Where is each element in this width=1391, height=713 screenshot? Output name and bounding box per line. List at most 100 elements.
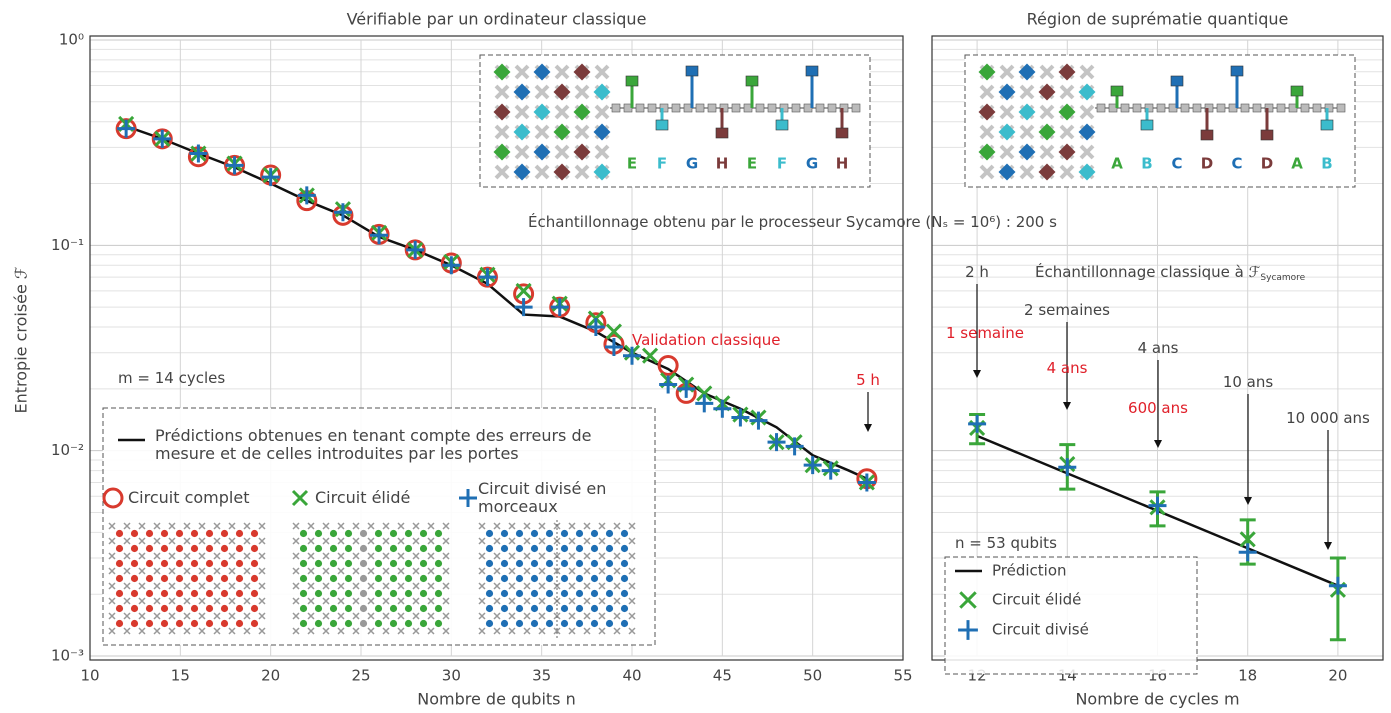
lattice-coupler <box>138 537 146 545</box>
chain-qubit <box>839 103 849 113</box>
arrow-head <box>1063 402 1071 410</box>
lattice-qubit <box>344 544 353 553</box>
marker <box>370 226 389 245</box>
lattice-coupler <box>427 522 435 530</box>
lattice-qubit <box>220 544 229 553</box>
lattice-qubit <box>515 544 524 553</box>
qubit-coupler <box>999 104 1015 120</box>
lattice-coupler <box>153 582 161 590</box>
lattice-coupler <box>352 537 360 545</box>
qubit-coupler <box>1059 84 1075 100</box>
lattice-qubit <box>130 589 139 598</box>
qubit <box>553 163 571 181</box>
lattice-qubit <box>545 574 554 583</box>
qubit <box>513 83 531 101</box>
inset-label: B <box>1321 155 1332 173</box>
chain-qubit <box>707 103 717 113</box>
lattice-coupler <box>478 552 486 560</box>
lattice-qubit <box>115 574 124 583</box>
qubit-coupler <box>574 164 590 180</box>
gate <box>1140 119 1154 131</box>
marker <box>767 433 786 452</box>
lattice-coupler <box>322 522 330 530</box>
lattice-qubit <box>515 574 524 583</box>
lattice-coupler <box>508 552 516 560</box>
lattice-coupler <box>168 537 176 545</box>
lattice-coupler <box>258 612 266 620</box>
lattice-qubit <box>235 604 244 613</box>
inset-label: G <box>686 155 698 173</box>
lattice-coupler <box>292 552 300 560</box>
lattice-qubit <box>344 559 353 568</box>
lattice-coupler <box>508 612 516 620</box>
lattice-coupler <box>382 612 390 620</box>
lattice-coupler <box>553 627 561 635</box>
annotation-text: 5 h <box>856 371 880 389</box>
lattice-qubit <box>560 559 569 568</box>
lattice-coupler <box>427 612 435 620</box>
lattice-coupler <box>123 627 131 635</box>
lattice-coupler <box>337 612 345 620</box>
lattice-qubit <box>404 529 413 538</box>
lattice-qubit <box>500 604 509 613</box>
lattice-coupler <box>228 567 236 575</box>
lattice-coupler <box>508 537 516 545</box>
lattice-qubit <box>485 559 494 568</box>
lattice-qubit <box>130 574 139 583</box>
chain-qubit <box>1192 103 1202 113</box>
lattice-qubit <box>434 559 443 568</box>
lattice-coupler <box>183 627 191 635</box>
lattice-coupler <box>367 552 375 560</box>
lattice-qubit <box>160 544 169 553</box>
lattice-qubit <box>250 529 259 538</box>
lattice-coupler <box>412 582 420 590</box>
qubit <box>493 103 511 121</box>
lattice-coupler <box>213 597 221 605</box>
lattice-coupler <box>228 537 236 545</box>
lattice-coupler <box>352 582 360 590</box>
annotation-text: 1 semaine <box>946 324 1024 342</box>
lattice-qubit <box>115 544 124 553</box>
qubit-coupler <box>1079 64 1095 80</box>
panel-title: Vérifiable par un ordinateur classique <box>347 10 647 29</box>
lattice-coupler <box>198 627 206 635</box>
lattice-qubit <box>299 529 308 538</box>
lattice-coupler <box>538 582 546 590</box>
gate <box>775 119 789 131</box>
inset-label: D <box>1201 155 1213 173</box>
lattice-coupler <box>508 627 516 635</box>
marker <box>731 408 750 427</box>
chain-qubit <box>815 103 825 113</box>
marker <box>189 144 208 163</box>
lattice-coupler <box>442 537 450 545</box>
lattice-qubit <box>500 574 509 583</box>
legend-label: Prédiction <box>992 562 1067 580</box>
lattice-coupler <box>412 627 420 635</box>
lattice-coupler <box>352 522 360 530</box>
lattice-qubit <box>329 574 338 583</box>
annotation: Échantillonnage classique à ℱSycamore <box>1035 262 1306 283</box>
x-tick-label: 45 <box>713 667 732 685</box>
lattice-coupler <box>198 567 206 575</box>
lattice-coupler <box>493 567 501 575</box>
lattice-qubit <box>374 589 383 598</box>
lattice-coupler <box>628 597 636 605</box>
qubit <box>998 163 1016 181</box>
lattice-coupler <box>307 627 315 635</box>
qubit-coupler <box>534 164 550 180</box>
annotation-text: m = 14 cycles <box>118 369 225 387</box>
marker <box>478 268 497 287</box>
lattice-coupler <box>183 582 191 590</box>
lattice-qubit <box>575 604 584 613</box>
lattice-coupler <box>198 597 206 605</box>
gate <box>745 75 759 87</box>
qubit-coupler <box>594 104 610 120</box>
lattice-qubit <box>545 529 554 538</box>
chain-qubit <box>1252 103 1262 113</box>
lattice-qubit <box>329 559 338 568</box>
x-axis-label: Nombre de qubits n <box>417 690 575 709</box>
lattice-coupler <box>598 522 606 530</box>
x-tick-label: 20 <box>261 667 280 685</box>
marker <box>459 489 477 507</box>
lattice-coupler <box>493 582 501 590</box>
